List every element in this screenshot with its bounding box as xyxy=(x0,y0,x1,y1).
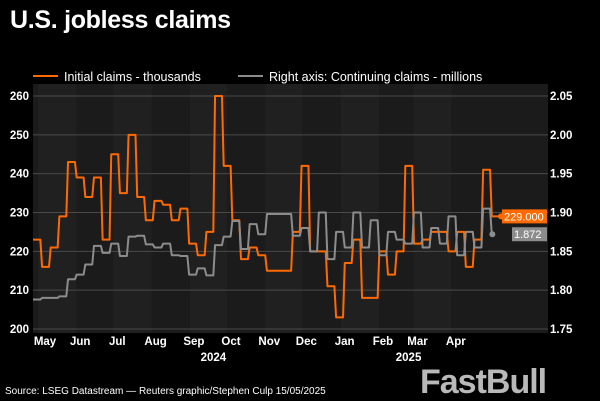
x-axis-month-label: Oct xyxy=(221,336,240,348)
last-value-label: 229.000 xyxy=(504,211,544,223)
x-axis-month-label: Jan xyxy=(335,336,355,348)
source-note: Source: LSEG Datastream — Reuters graphi… xyxy=(5,386,326,397)
month-band xyxy=(37,84,77,333)
left-axis-tick-label: 210 xyxy=(10,285,29,297)
right-axis-tick-label: 1.90 xyxy=(550,208,572,220)
series-end-marker xyxy=(489,231,496,238)
right-axis-tick-label: 1.85 xyxy=(550,246,573,258)
left-axis-tick-label: 240 xyxy=(10,169,29,181)
month-band xyxy=(189,84,227,333)
x-axis-month-label: Sep xyxy=(183,336,204,348)
right-axis-tick-label: 1.75 xyxy=(550,324,573,336)
x-axis-year-label: 2024 xyxy=(201,352,227,364)
x-axis-month-label: Jul xyxy=(109,336,126,348)
left-axis-tick-label: 220 xyxy=(10,246,29,258)
x-axis-month-label: Apr xyxy=(446,336,466,348)
month-band xyxy=(340,84,379,333)
left-axis-tick-label: 260 xyxy=(10,91,29,103)
month-band xyxy=(413,84,452,333)
x-axis-month-label: Feb xyxy=(373,336,393,348)
last-value-badge xyxy=(512,227,547,242)
right-axis-tick-label: 2.05 xyxy=(550,91,573,103)
legend-label-continuing-claims: Right axis: Continuing claims - millions xyxy=(269,70,482,84)
right-axis-tick-label: 2.00 xyxy=(550,130,572,142)
x-axis-month-label: Aug xyxy=(144,336,166,348)
x-axis-month-label: Dec xyxy=(296,336,318,348)
legend-label-initial-claims: Initial claims - thousands xyxy=(64,70,201,84)
watermark-logo: FastBull xyxy=(420,363,547,401)
last-value-label: 1.872 xyxy=(514,229,542,241)
left-axis-tick-label: 230 xyxy=(10,208,29,220)
last-value-badge xyxy=(502,209,547,224)
x-axis-month-label: Nov xyxy=(258,336,280,348)
series-line-continuing-claims xyxy=(33,207,493,301)
left-axis-tick-label: 200 xyxy=(10,324,29,336)
x-axis-month-label: Mar xyxy=(407,336,428,348)
right-axis-tick-label: 1.95 xyxy=(550,169,573,181)
right-axis-tick-label: 1.80 xyxy=(550,285,572,297)
left-axis-tick-label: 250 xyxy=(10,130,29,142)
x-axis-month-label: Jun xyxy=(70,336,90,348)
x-axis-month-label: May xyxy=(34,336,57,348)
month-band xyxy=(265,84,303,333)
x-axis-year-label: 2025 xyxy=(396,352,422,364)
chart-title: U.S. jobless claims xyxy=(10,6,231,34)
